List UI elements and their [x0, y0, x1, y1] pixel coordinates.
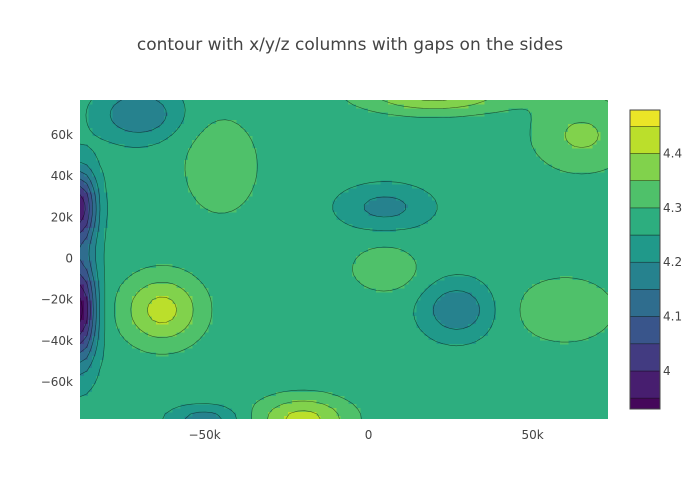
y-tick-label: 60k	[51, 128, 73, 142]
contour-band-6	[80, 100, 497, 419]
x-tick-label: 50k	[521, 428, 543, 442]
colorbar-tick-label: 4.3	[663, 201, 682, 215]
x-tick-label: −50k	[188, 428, 220, 442]
colorbar-band	[629, 316, 661, 345]
y-tick-label: −20k	[41, 293, 73, 307]
x-tick-label: 0	[365, 428, 373, 442]
contour-line-9	[147, 100, 447, 419]
colorbar-frame	[629, 109, 661, 410]
colorbar-tick-label: 4	[663, 364, 671, 378]
plot-area	[80, 100, 608, 419]
contour-band-10	[148, 296, 321, 419]
y-tick-label: 20k	[51, 210, 73, 224]
y-tick-label: −60k	[41, 375, 73, 389]
contour-line-7	[114, 100, 608, 419]
contour-band-1	[80, 196, 89, 333]
colorbar-tick-label: 4.2	[663, 255, 682, 269]
contour-line-3	[80, 178, 94, 353]
colorbar-band	[629, 261, 661, 290]
colorbar-band	[629, 153, 661, 181]
colorbar-tick-label: 4.1	[663, 310, 682, 324]
colorbar: 4 4.1 4.2 4.3 4.4	[629, 109, 682, 410]
contour-line-6	[80, 100, 496, 419]
contour-fill	[80, 100, 608, 419]
colorbar-band	[629, 289, 661, 317]
contour-band-4	[80, 172, 97, 361]
contour-line-8	[130, 100, 599, 419]
colorbar-band	[629, 126, 661, 154]
colorbar-tick-label: 4.4	[663, 146, 682, 160]
colorbar-band	[629, 370, 661, 399]
colorbar-band	[629, 180, 661, 209]
contour-line-5	[80, 100, 480, 419]
colorbar-band	[629, 343, 661, 372]
colorbar-band	[629, 234, 661, 263]
contour-band-3	[80, 180, 93, 353]
contour-band-2	[80, 188, 93, 345]
contour-band-7	[80, 100, 608, 419]
x-axis: −50k 0 50k	[188, 428, 543, 442]
contour-lines	[80, 100, 608, 419]
contour-line-0	[80, 297, 83, 322]
y-tick-label: −40k	[41, 334, 73, 348]
contour-line-4	[80, 171, 97, 363]
y-axis: 60k 40k 20k 0 −20k −40k −60k	[41, 128, 73, 389]
chart-title: contour with x/y/z columns with gaps on …	[137, 35, 563, 55]
contour-line-1	[80, 194, 88, 335]
y-tick-label: 40k	[51, 169, 73, 183]
contour-line-2	[80, 186, 91, 344]
y-tick-label: 0	[65, 251, 73, 265]
colorbar-band	[629, 109, 661, 127]
colorbar-band	[629, 397, 661, 410]
contour-band-8	[116, 100, 608, 419]
colorbar-band	[629, 207, 661, 236]
